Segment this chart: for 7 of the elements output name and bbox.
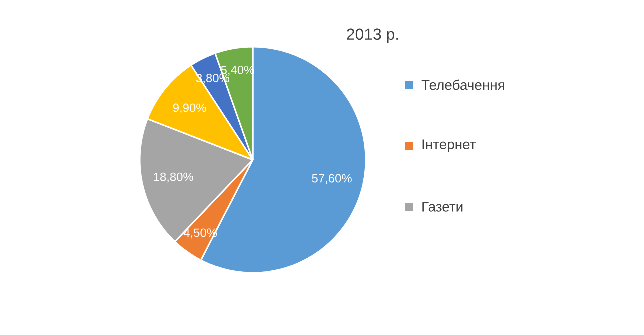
data-label: 9,90% bbox=[173, 104, 206, 114]
legend-label: Газети bbox=[422, 202, 463, 212]
data-label: 18,80% bbox=[154, 172, 194, 183]
legend-label: Телебачення bbox=[422, 80, 504, 90]
data-label: 57,60% bbox=[312, 174, 352, 184]
legend-label: Інтернет bbox=[422, 140, 476, 152]
chart-title: 2013 р. bbox=[347, 28, 398, 44]
